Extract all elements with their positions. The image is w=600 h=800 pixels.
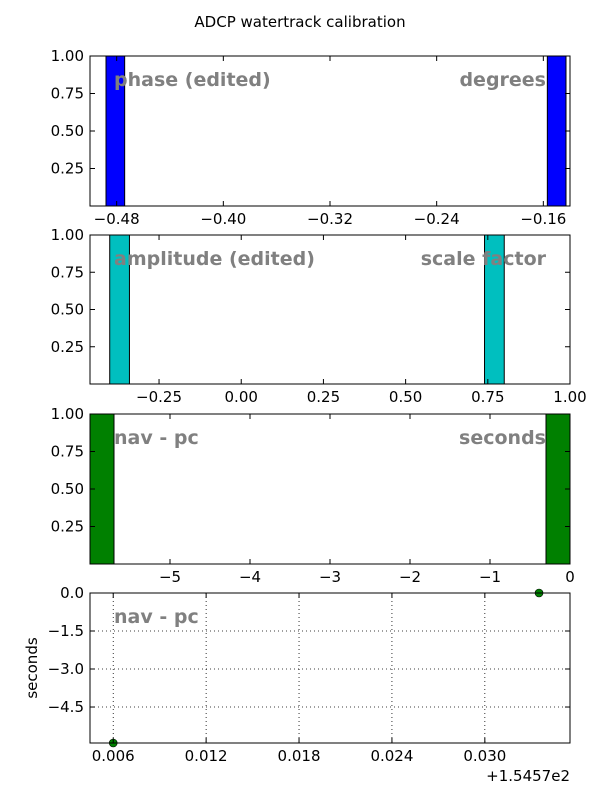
x-tick-label: −1 <box>479 568 501 586</box>
annotation-left: phase (edited) <box>114 69 271 91</box>
y-tick-label: 0.25 <box>51 518 84 536</box>
x-tick-label: 0.006 <box>92 747 135 765</box>
panel-4: nav - pc 0.006 0.012 0.018 0.024 0.030 0.0 −1.5… <box>23 584 571 785</box>
chart-title: ADCP watertrack calibration <box>194 13 405 31</box>
y-axis-label: seconds <box>23 637 41 698</box>
x-tick-label: 0.024 <box>370 747 413 765</box>
bar <box>546 55 567 207</box>
panel-3: nav - pc seconds −5 −4 −3 −2 −1 0 0.25 0.50 0.75 1.… <box>51 405 575 586</box>
x-tick-label: −5 <box>159 568 181 586</box>
x-tick-label: −0.32 <box>307 210 353 228</box>
y-tick-label: 0.25 <box>51 160 84 178</box>
x-tick-label: 1.00 <box>553 388 586 406</box>
y-tick-label: 0.75 <box>51 263 84 281</box>
x-tick-label: 0.012 <box>185 747 228 765</box>
panel-2: amplitude (edited) scale factor −0.25 0.00 0… <box>51 226 587 406</box>
y-tick-label: 0.75 <box>51 443 84 461</box>
y-tick-label: 0.50 <box>51 122 84 140</box>
x-tick-label: 0.25 <box>307 388 340 406</box>
y-tick-label: 1.00 <box>51 47 84 65</box>
x-tick-label: −0.24 <box>414 210 460 228</box>
annotation-left: nav - pc <box>114 427 199 449</box>
panel-1: phase (edited) degrees −0.48 −0.40 −0.32 −0.2… <box>51 47 571 228</box>
y-tick-label: 0.75 <box>51 85 84 103</box>
annotation-left: nav - pc <box>114 606 199 628</box>
x-tick-label: −0.40 <box>200 210 246 228</box>
y-tick-label: 0.25 <box>51 338 84 356</box>
annotation-right: scale factor <box>421 248 547 270</box>
x-tick-label: −4 <box>239 568 261 586</box>
y-tick-label: 0.50 <box>51 480 84 498</box>
y-tick-label: 0.50 <box>51 301 84 319</box>
x-tick-label: −0.16 <box>520 210 566 228</box>
annotation-left: amplitude (edited) <box>114 248 315 270</box>
x-tick-label: −0.25 <box>136 388 182 406</box>
x-tick-label: 0.50 <box>389 388 422 406</box>
x-tick-label: 0.018 <box>278 747 321 765</box>
x-tick-label: 0.00 <box>225 388 258 406</box>
y-tick-label: −3.0 <box>48 660 84 678</box>
x-tick-label: 0.030 <box>463 747 506 765</box>
x-tick-label: 0 <box>565 568 575 586</box>
x-tick-label: −3 <box>319 568 341 586</box>
x-tick-label: −2 <box>399 568 421 586</box>
annotation-right: seconds <box>459 427 546 449</box>
y-tick-label: −1.5 <box>48 622 84 640</box>
y-tick-label: −4.5 <box>48 698 84 716</box>
x-offset-label: +1.5457e2 <box>486 767 570 785</box>
x-tick-label: 0.75 <box>471 388 504 406</box>
annotation-right: degrees <box>459 69 546 91</box>
x-tick-label: −0.48 <box>94 210 140 228</box>
y-tick-label: 1.00 <box>51 226 84 244</box>
y-tick-label: 0.0 <box>60 584 84 602</box>
y-tick-label: 1.00 <box>51 405 84 423</box>
axes-frame <box>89 592 571 744</box>
